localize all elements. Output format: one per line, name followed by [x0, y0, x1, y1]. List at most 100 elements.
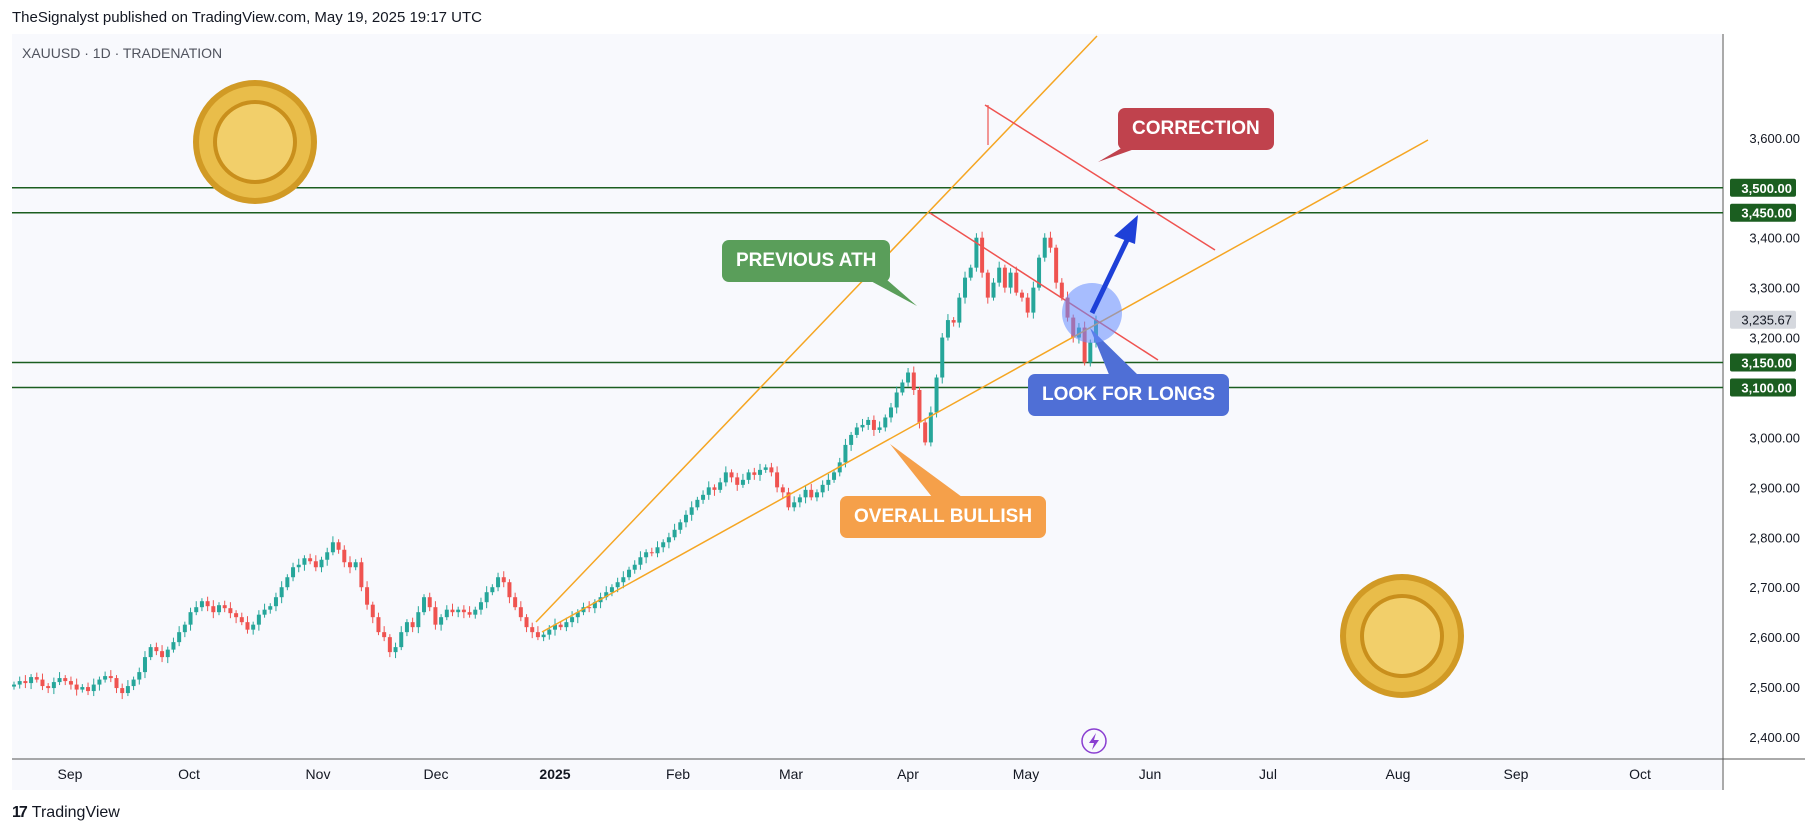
candle-body	[404, 622, 409, 633]
x-tick-label: Apr	[897, 766, 919, 782]
x-tick-label: Dec	[424, 766, 449, 782]
candle-body	[1002, 267, 1007, 288]
candle-body	[228, 608, 233, 614]
tradingview-footer[interactable]: 17 TradingView	[12, 804, 120, 822]
candle-body	[792, 502, 797, 508]
candle-body	[46, 686, 51, 689]
candle-body	[786, 492, 791, 508]
candle-body	[251, 624, 256, 630]
candle-body	[746, 472, 751, 480]
x-tick-label: Oct	[1629, 766, 1651, 782]
candle-body	[797, 497, 802, 503]
candle-body	[114, 678, 119, 689]
candle-body	[871, 419, 876, 430]
candle-body	[359, 562, 364, 588]
x-tick-label: Aug	[1386, 766, 1411, 782]
candle-body	[803, 489, 808, 498]
tradingview-brand: TradingView	[31, 804, 120, 821]
candle-body	[478, 602, 483, 610]
candle-body	[866, 419, 871, 425]
candle-body	[752, 472, 757, 475]
level-price-box	[1730, 178, 1796, 197]
candle-body	[422, 597, 427, 613]
candle-body	[63, 678, 68, 682]
candle-body	[245, 622, 250, 630]
candle-body	[666, 537, 671, 543]
gold-coin-top-left	[193, 80, 317, 204]
x-tick-label: Feb	[666, 766, 690, 782]
candle-body	[74, 684, 79, 690]
candle-body	[188, 612, 193, 625]
level-price-box	[1730, 203, 1796, 222]
candle-body	[239, 617, 244, 623]
candle-body	[353, 562, 358, 568]
lower-trendline	[541, 139, 1429, 633]
candle-body	[906, 372, 911, 383]
candle-body	[444, 609, 449, 618]
candle-body	[883, 417, 888, 428]
candle-body	[131, 679, 136, 687]
candle-body	[649, 552, 654, 554]
y-tick-label: 2,500.00	[1749, 680, 1800, 695]
level-price-label: 3,150.00	[1741, 356, 1792, 371]
candle-body	[199, 601, 204, 608]
candle-body	[985, 272, 990, 298]
candle-body	[325, 552, 330, 560]
publisher-header: TheSignalyst published on TradingView.co…	[12, 9, 482, 26]
candle-body	[23, 681, 28, 684]
lightning-icon[interactable]	[1081, 728, 1107, 754]
candle-body	[1019, 292, 1024, 298]
candle-body	[103, 676, 108, 680]
candle-body	[1031, 287, 1036, 313]
candle-body	[980, 237, 985, 273]
level-price-box	[1730, 353, 1796, 372]
candle-body	[1042, 237, 1047, 258]
candle-body	[974, 237, 979, 268]
candle-body	[234, 613, 239, 618]
candle-body	[97, 679, 102, 685]
candle-body	[758, 469, 763, 475]
candle-body	[1059, 282, 1064, 298]
candle-body	[268, 606, 273, 610]
candle-body	[148, 647, 153, 658]
candle-body	[376, 617, 381, 633]
price-axis: 3,600.00 3,400.00 3,300.00 3,200.00 3,000.00…	[1749, 131, 1800, 745]
y-tick-label: 3,000.00	[1749, 430, 1800, 445]
candle-body	[330, 542, 335, 553]
candle-body	[308, 558, 313, 562]
candle-body	[963, 277, 968, 298]
x-tick-label: May	[1013, 766, 1039, 782]
correction-label: CORRECTION	[1118, 108, 1274, 150]
candle-body	[621, 577, 626, 583]
candle-body	[763, 467, 768, 470]
candle-body	[723, 472, 728, 483]
candle-body	[775, 472, 780, 488]
candle-body	[587, 607, 592, 609]
candle-body	[496, 577, 501, 588]
candle-body	[729, 472, 734, 478]
x-tick-label: 2025	[539, 766, 570, 782]
previous-ath-label: PREVIOUS ATH	[722, 240, 891, 282]
candle-body	[450, 609, 455, 613]
candle-body	[217, 605, 222, 613]
candle-body	[945, 320, 950, 338]
candle-body	[473, 609, 478, 615]
candle-body	[1037, 257, 1042, 288]
candle-body	[718, 482, 723, 490]
candle-body	[80, 687, 85, 690]
candle-body	[672, 529, 677, 538]
candle-body	[940, 337, 945, 378]
candle-body	[917, 389, 922, 423]
candle-body	[535, 632, 540, 638]
time-axis: Sep Oct Nov Dec 2025 Feb Mar Apr May Jun Jul Aug Sep…	[58, 766, 1651, 782]
candle-body	[558, 624, 563, 628]
symbol-label: XAUUSD · 1D · TRADENATION	[22, 45, 222, 61]
trend-lines	[535, 35, 1429, 633]
candle-body	[120, 688, 125, 694]
candle-body	[655, 547, 660, 554]
candle-body	[888, 407, 893, 418]
candle-body	[262, 609, 267, 615]
candle-body	[769, 467, 774, 473]
candle-body	[399, 632, 404, 648]
